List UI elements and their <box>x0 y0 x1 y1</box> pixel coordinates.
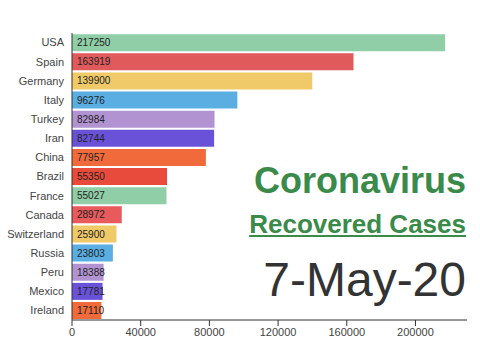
svg-text:17110: 17110 <box>77 305 105 316</box>
svg-text:Germany: Germany <box>19 75 65 87</box>
svg-text:82984: 82984 <box>77 114 105 125</box>
html-text:7-May-20: 7-May-20 <box>263 253 466 306</box>
svg-text:40000: 40000 <box>125 326 156 338</box>
svg-text:Iran: Iran <box>45 132 64 144</box>
svg-text:Turkey: Turkey <box>31 113 65 125</box>
svg-text:163919: 163919 <box>77 56 111 67</box>
svg-text:28972: 28972 <box>77 209 105 220</box>
svg-text:23803: 23803 <box>77 248 105 259</box>
svg-text:Italy: Italy <box>44 94 65 106</box>
svg-text:0: 0 <box>69 326 75 338</box>
svg-text:17781: 17781 <box>77 286 105 297</box>
html-text:Recovered Cases: Recovered Cases <box>249 209 466 239</box>
svg-text:Peru: Peru <box>41 266 64 278</box>
svg-text:96276: 96276 <box>77 95 105 106</box>
svg-text:China: China <box>35 151 65 163</box>
svg-text:217250: 217250 <box>77 37 111 48</box>
svg-text:USA: USA <box>41 36 64 48</box>
svg-text:Canada: Canada <box>25 209 64 221</box>
svg-text:200000: 200000 <box>397 326 434 338</box>
svg-text:18388: 18388 <box>77 267 105 278</box>
svg-text:Russia: Russia <box>30 247 65 259</box>
svg-text:25900: 25900 <box>77 229 105 240</box>
svg-text:Ireland: Ireland <box>30 304 64 316</box>
svg-text:Brazil: Brazil <box>36 170 64 182</box>
html-text:Coronavirus: Coronavirus <box>254 160 466 201</box>
svg-text:80000: 80000 <box>194 326 225 338</box>
svg-text:55350: 55350 <box>77 171 105 182</box>
svg-text:120000: 120000 <box>260 326 297 338</box>
svg-text:Switzerland: Switzerland <box>8 228 64 240</box>
svg-text:Mexico: Mexico <box>29 285 64 297</box>
svg-text:55027: 55027 <box>77 190 105 201</box>
svg-text:Spain: Spain <box>36 56 64 68</box>
svg-text:77957: 77957 <box>77 152 105 163</box>
svg-text:France: France <box>30 190 64 202</box>
svg-text:160000: 160000 <box>328 326 365 338</box>
svg-text:82744: 82744 <box>77 133 105 144</box>
svg-text:139900: 139900 <box>77 75 111 86</box>
